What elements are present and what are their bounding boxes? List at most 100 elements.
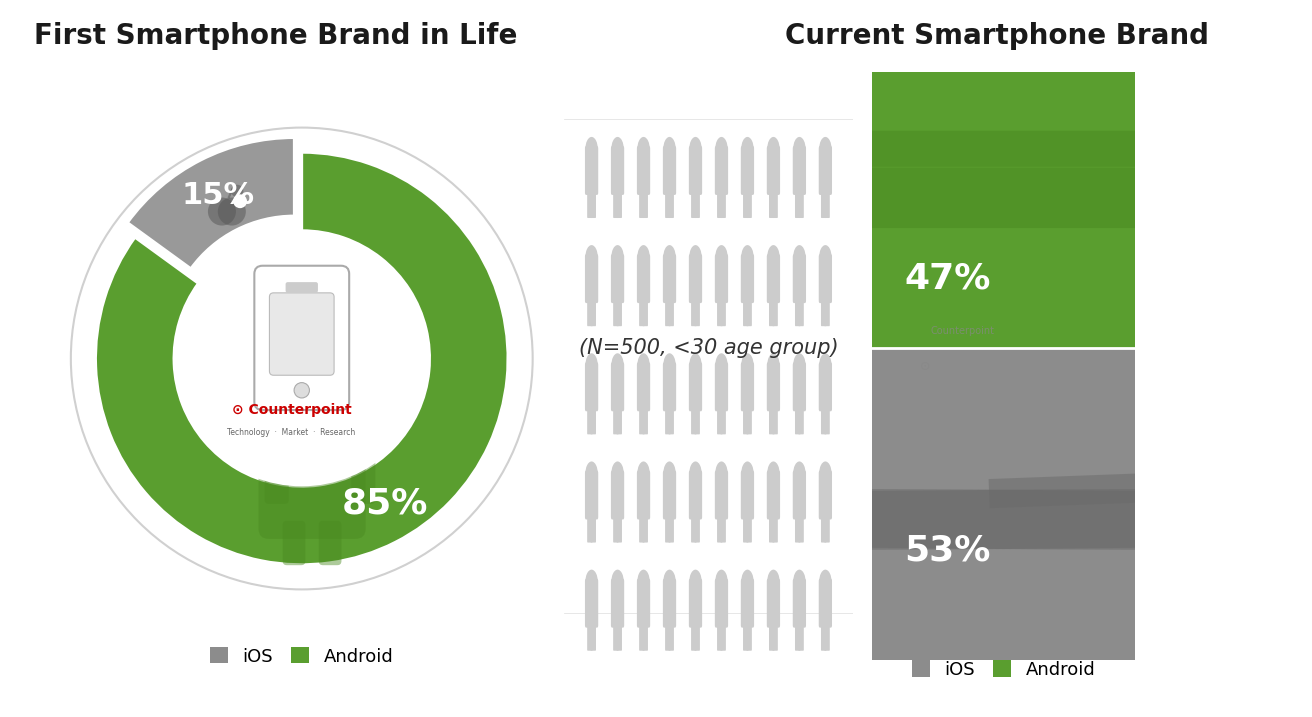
FancyBboxPatch shape (691, 193, 697, 218)
FancyBboxPatch shape (798, 517, 804, 543)
FancyBboxPatch shape (665, 625, 670, 651)
FancyBboxPatch shape (743, 193, 749, 218)
Circle shape (232, 148, 642, 157)
Circle shape (585, 245, 598, 271)
FancyBboxPatch shape (668, 301, 674, 326)
FancyBboxPatch shape (720, 193, 726, 218)
FancyBboxPatch shape (795, 193, 800, 218)
FancyBboxPatch shape (694, 301, 699, 326)
FancyBboxPatch shape (769, 193, 774, 218)
FancyBboxPatch shape (617, 517, 622, 543)
Circle shape (663, 137, 676, 163)
Circle shape (792, 245, 806, 271)
Circle shape (585, 569, 598, 596)
Circle shape (638, 569, 649, 596)
FancyBboxPatch shape (639, 517, 644, 543)
FancyBboxPatch shape (821, 625, 827, 651)
FancyBboxPatch shape (747, 625, 752, 651)
FancyBboxPatch shape (773, 301, 778, 326)
FancyBboxPatch shape (585, 255, 598, 303)
Circle shape (663, 569, 676, 596)
Circle shape (293, 440, 303, 451)
FancyBboxPatch shape (636, 146, 651, 195)
Circle shape (792, 569, 806, 596)
Circle shape (1298, 485, 1312, 518)
FancyBboxPatch shape (617, 193, 622, 218)
Circle shape (715, 245, 728, 271)
FancyBboxPatch shape (747, 409, 752, 435)
FancyBboxPatch shape (718, 409, 723, 435)
Text: First Smartphone Brand in Life: First Smartphone Brand in Life (34, 22, 517, 49)
FancyBboxPatch shape (715, 255, 728, 303)
FancyBboxPatch shape (689, 146, 702, 195)
FancyBboxPatch shape (743, 301, 749, 326)
FancyBboxPatch shape (792, 363, 806, 412)
FancyBboxPatch shape (668, 517, 674, 543)
FancyBboxPatch shape (798, 193, 804, 218)
FancyBboxPatch shape (824, 193, 829, 218)
FancyBboxPatch shape (265, 456, 289, 504)
FancyBboxPatch shape (617, 625, 622, 651)
FancyBboxPatch shape (741, 579, 754, 627)
Circle shape (715, 137, 728, 163)
Circle shape (741, 569, 754, 596)
Legend: iOS, Android: iOS, Android (905, 653, 1102, 686)
FancyBboxPatch shape (636, 363, 651, 412)
Circle shape (741, 353, 754, 379)
Text: 53%: 53% (904, 533, 991, 568)
FancyBboxPatch shape (613, 517, 619, 543)
FancyBboxPatch shape (643, 193, 648, 218)
FancyBboxPatch shape (590, 301, 596, 326)
Text: (N=500, <30 age group): (N=500, <30 age group) (579, 338, 838, 358)
FancyBboxPatch shape (769, 409, 774, 435)
FancyBboxPatch shape (617, 409, 622, 435)
Circle shape (611, 245, 625, 271)
FancyBboxPatch shape (665, 409, 670, 435)
FancyBboxPatch shape (643, 301, 648, 326)
FancyBboxPatch shape (769, 517, 774, 543)
Circle shape (638, 462, 649, 488)
Circle shape (741, 137, 754, 163)
Circle shape (741, 245, 754, 271)
FancyBboxPatch shape (715, 579, 728, 627)
Circle shape (819, 353, 832, 379)
Circle shape (715, 569, 728, 596)
Circle shape (689, 353, 702, 379)
FancyBboxPatch shape (663, 470, 676, 520)
FancyBboxPatch shape (766, 363, 781, 412)
FancyBboxPatch shape (824, 301, 829, 326)
FancyBboxPatch shape (0, 168, 1312, 228)
FancyBboxPatch shape (694, 193, 699, 218)
Circle shape (792, 353, 806, 379)
FancyBboxPatch shape (747, 517, 752, 543)
Text: Counterpoint: Counterpoint (930, 326, 994, 336)
Circle shape (611, 569, 625, 596)
FancyBboxPatch shape (613, 409, 619, 435)
FancyBboxPatch shape (798, 625, 804, 651)
Circle shape (741, 462, 754, 488)
FancyBboxPatch shape (821, 517, 827, 543)
FancyBboxPatch shape (611, 363, 625, 412)
FancyBboxPatch shape (694, 625, 699, 651)
FancyBboxPatch shape (691, 409, 697, 435)
FancyBboxPatch shape (769, 625, 774, 651)
FancyBboxPatch shape (741, 470, 754, 520)
Circle shape (663, 462, 676, 488)
Circle shape (768, 569, 779, 596)
FancyBboxPatch shape (720, 409, 726, 435)
FancyBboxPatch shape (741, 363, 754, 412)
FancyBboxPatch shape (773, 193, 778, 218)
FancyBboxPatch shape (691, 517, 697, 543)
FancyBboxPatch shape (741, 255, 754, 303)
FancyBboxPatch shape (585, 470, 598, 520)
Circle shape (768, 353, 779, 379)
Circle shape (663, 353, 676, 379)
Circle shape (689, 137, 702, 163)
Circle shape (768, 137, 779, 163)
Text: 15%: 15% (182, 181, 255, 209)
FancyBboxPatch shape (636, 579, 651, 627)
FancyBboxPatch shape (743, 625, 749, 651)
FancyBboxPatch shape (689, 255, 702, 303)
FancyBboxPatch shape (643, 409, 648, 435)
FancyBboxPatch shape (639, 301, 644, 326)
